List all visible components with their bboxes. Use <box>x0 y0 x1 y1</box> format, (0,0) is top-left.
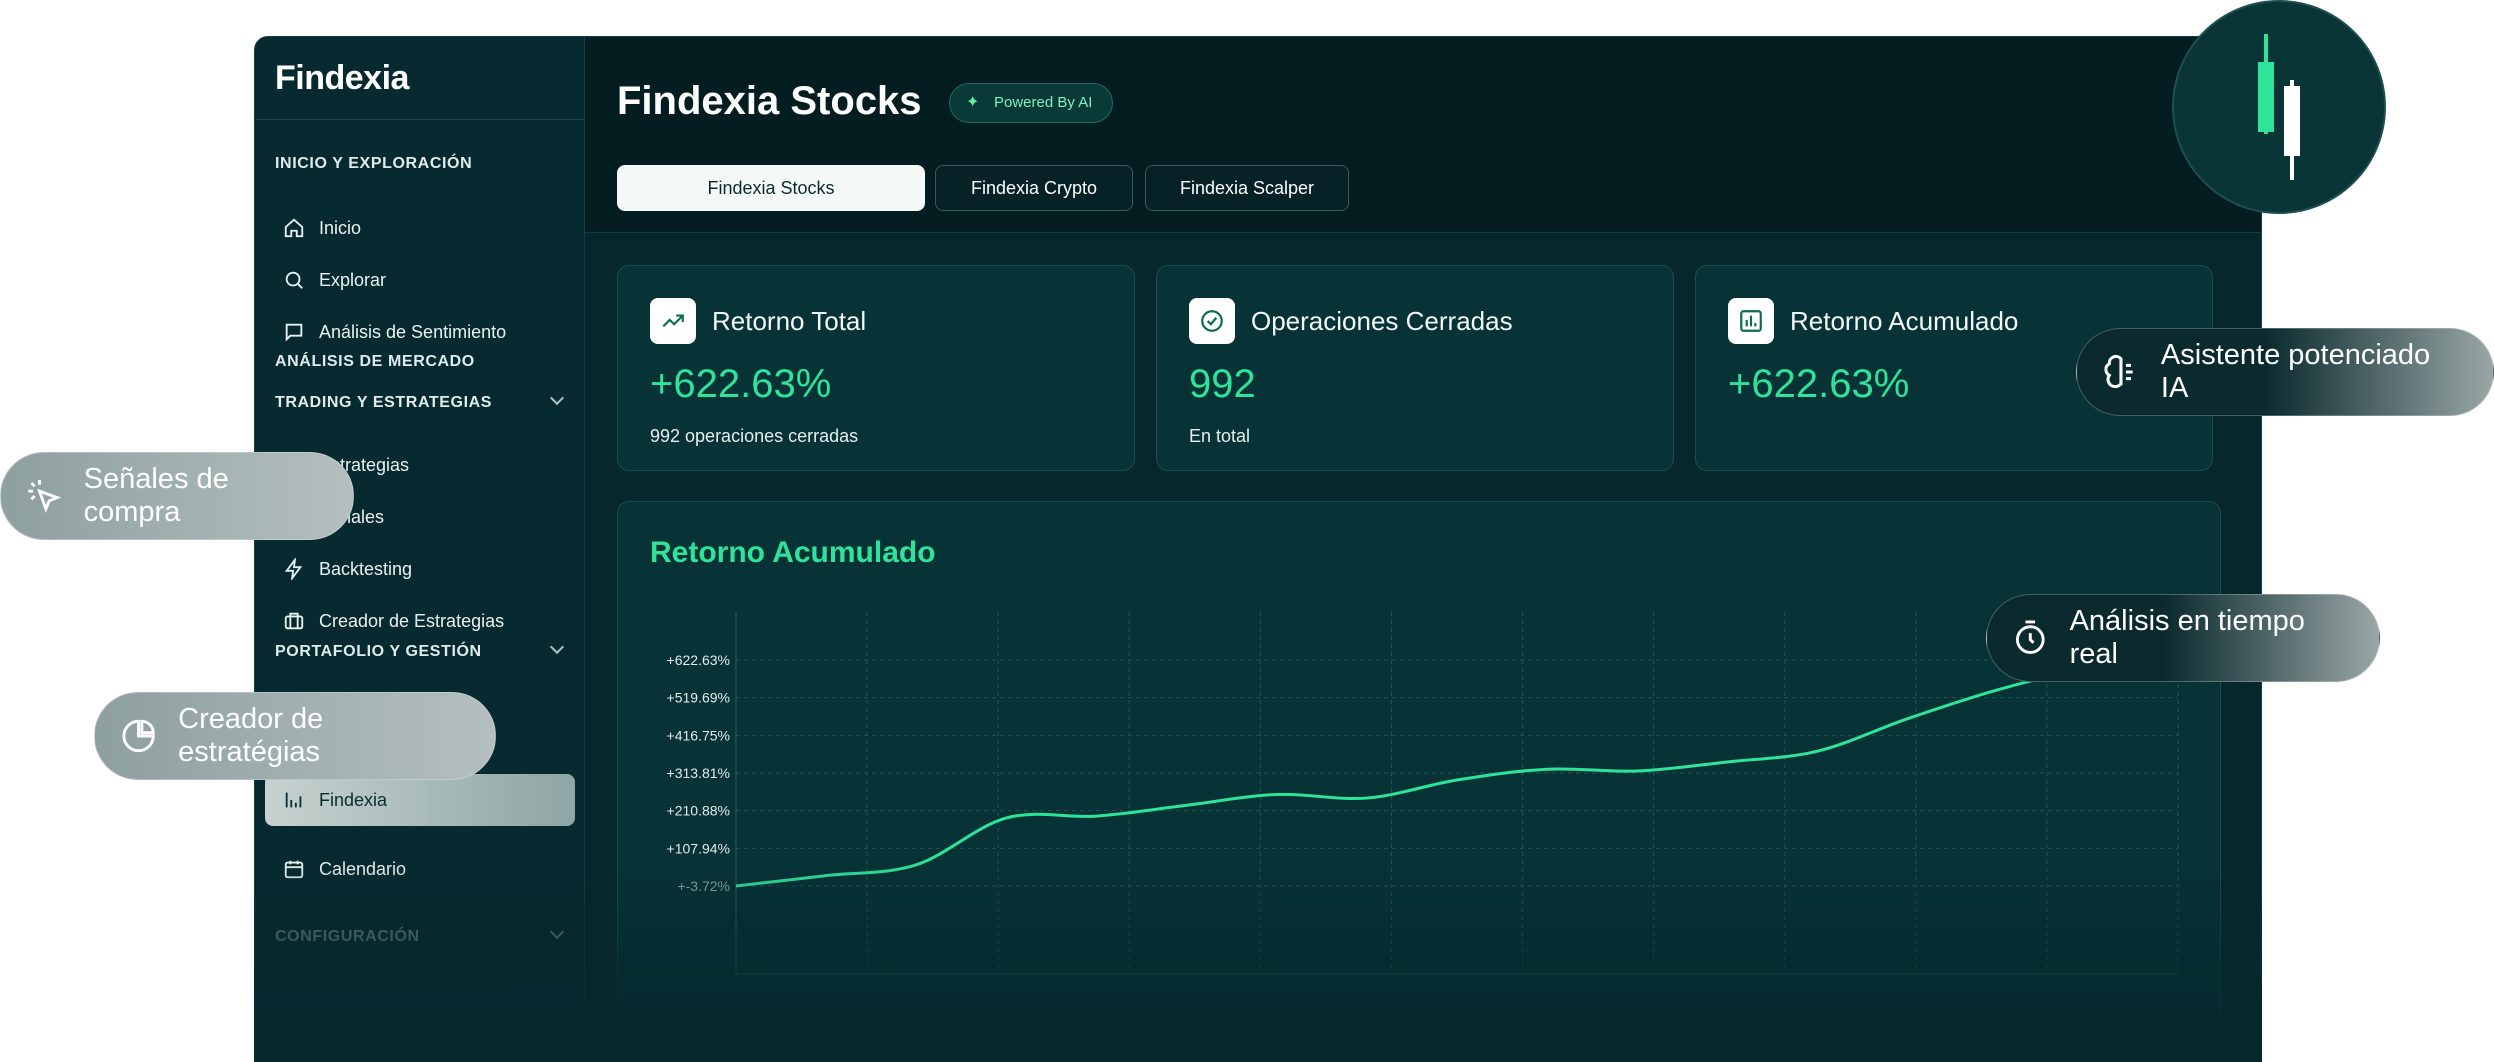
bar-chart-icon <box>1728 298 1774 344</box>
chart-title: Retorno Acumulado <box>650 536 936 569</box>
feature-pill-senales: Señales de compra <box>0 452 354 540</box>
stat-card-operaciones: Operaciones Cerradas 992 En total <box>1156 265 1674 471</box>
y-tick-label: +519.69% <box>667 690 730 706</box>
pie-chart-icon <box>122 719 155 753</box>
home-icon <box>284 218 304 238</box>
briefcase-icon <box>284 612 304 630</box>
feature-pill-tiempo-real: Análisis en tiempo real <box>1986 594 2380 682</box>
y-tick-label: +107.94% <box>667 840 730 856</box>
page-header: Findexia Stocks ✦ Powered By AI Findexia… <box>585 37 2261 233</box>
timer-icon <box>2015 620 2045 654</box>
pill-label: Creador de estratégias <box>178 703 324 768</box>
trending-up-icon <box>650 298 696 344</box>
calendar-icon <box>284 860 304 879</box>
chevron-down-icon[interactable] <box>549 639 565 655</box>
card-title: Retorno Total <box>712 306 867 336</box>
bar-chart-icon <box>285 792 302 808</box>
pill-label: Análisis en tiempo real <box>2069 605 2305 670</box>
y-tick-label: +313.81% <box>667 765 730 781</box>
section-inicio: INICIO Y EXPLORACIÓN <box>275 155 473 172</box>
sidebar-item-label: Análisis de Sentimiento <box>319 321 507 342</box>
stat-card-retorno-total: Retorno Total +622.63% 992 operaciones c… <box>617 265 1135 471</box>
cursor-click-icon <box>28 479 62 513</box>
sidebar-item-explorar[interactable]: Explorar <box>283 263 386 297</box>
card-value: +622.63% <box>1728 362 1910 406</box>
candlestick-badge <box>2172 0 2386 214</box>
feature-pill-creador: Creador de estratégias <box>94 692 496 780</box>
chevron-down-icon[interactable] <box>549 924 565 940</box>
chevron-down-icon[interactable] <box>549 390 565 406</box>
lightning-icon <box>284 558 303 580</box>
sidebar: Findexia INICIO Y EXPLORACIÓN Inicio Exp… <box>255 37 585 1062</box>
sidebar-item-label: Backtesting <box>319 558 413 579</box>
card-title: Retorno Acumulado <box>1790 306 2019 336</box>
message-icon <box>285 323 303 342</box>
sidebar-item-inicio[interactable]: Inicio <box>283 211 361 245</box>
y-tick-label: +210.88% <box>667 803 730 819</box>
sidebar-item-calendario[interactable]: Calendario <box>283 852 406 886</box>
card-value: +622.63% <box>650 362 832 406</box>
brain-icon <box>2104 354 2133 389</box>
line-chart: +622.63% +519.69% +416.75% +313.81% +210.88%… <box>667 612 2179 975</box>
section-config[interactable]: CONFIGURACIÓN <box>275 928 420 945</box>
sidebar-item-label: Inicio <box>319 217 362 238</box>
app-window: Findexia INICIO Y EXPLORACIÓN Inicio Exp… <box>254 36 2262 1062</box>
divider <box>255 119 585 120</box>
tab-stocks[interactable]: Findexia Stocks <box>617 165 925 211</box>
y-tick-label: +416.75% <box>667 727 730 743</box>
card-subtitle: En total <box>1189 426 1251 446</box>
sidebar-item-label: Explorar <box>319 269 387 290</box>
sidebar-item-label: Findexia <box>319 789 388 810</box>
sidebar-item-label: Creador de Estrategias <box>319 610 505 631</box>
feature-pill-asistente: Asistente potenciado IA <box>2076 328 2494 416</box>
pill-label: Señales de compra <box>83 463 229 528</box>
page-title: Findexia Stocks <box>617 79 922 123</box>
sidebar-item-findexia[interactable]: Findexia <box>265 774 575 826</box>
main-content: Findexia Stocks ✦ Powered By AI Findexia… <box>585 37 2261 1062</box>
candlestick-icon <box>2258 34 2300 180</box>
sparkle-icon: ✦ <box>966 94 980 111</box>
sidebar-item-backtesting[interactable]: Backtesting <box>283 552 412 586</box>
card-value: 992 <box>1189 362 1256 406</box>
section-analisis: ANÁLISIS DE MERCADO <box>275 353 475 370</box>
card-title: Operaciones Cerradas <box>1251 306 1513 336</box>
check-circle-icon <box>1189 298 1235 344</box>
stat-card-retorno-acumulado: Retorno Acumulado +622.63% <box>1695 265 2213 471</box>
sidebar-item-findexia-row: Findexia <box>283 783 387 817</box>
section-portafolio[interactable]: PORTAFOLIO Y GESTIÓN <box>275 643 482 660</box>
pill-label: Asistente potenciado IA <box>2160 339 2431 404</box>
sidebar-item-sentimiento[interactable]: Análisis de Sentimiento <box>283 315 506 349</box>
y-tick-label: +-3.72% <box>677 878 730 894</box>
y-tick-label: +622.63% <box>667 652 730 668</box>
tab-crypto[interactable]: Findexia Crypto <box>935 165 1133 211</box>
section-trading[interactable]: TRADING Y ESTRATEGIAS <box>275 394 493 411</box>
sidebar-item-label: Calendario <box>319 858 407 879</box>
tab-scalper[interactable]: Findexia Scalper <box>1145 165 1349 211</box>
card-subtitle: 992 operaciones cerradas <box>650 426 859 446</box>
badge-label: Powered By AI <box>994 94 1093 111</box>
chart-card: Retorno Acumulado +622.63% +519.69% +416.7… <box>617 501 2221 1062</box>
logo: Findexia <box>275 59 409 97</box>
search-icon <box>285 271 303 289</box>
sidebar-item-creador[interactable]: Creador de Estrategias <box>283 604 504 638</box>
ai-badge: ✦ Powered By AI <box>949 83 1114 123</box>
series-line <box>735 655 2179 888</box>
